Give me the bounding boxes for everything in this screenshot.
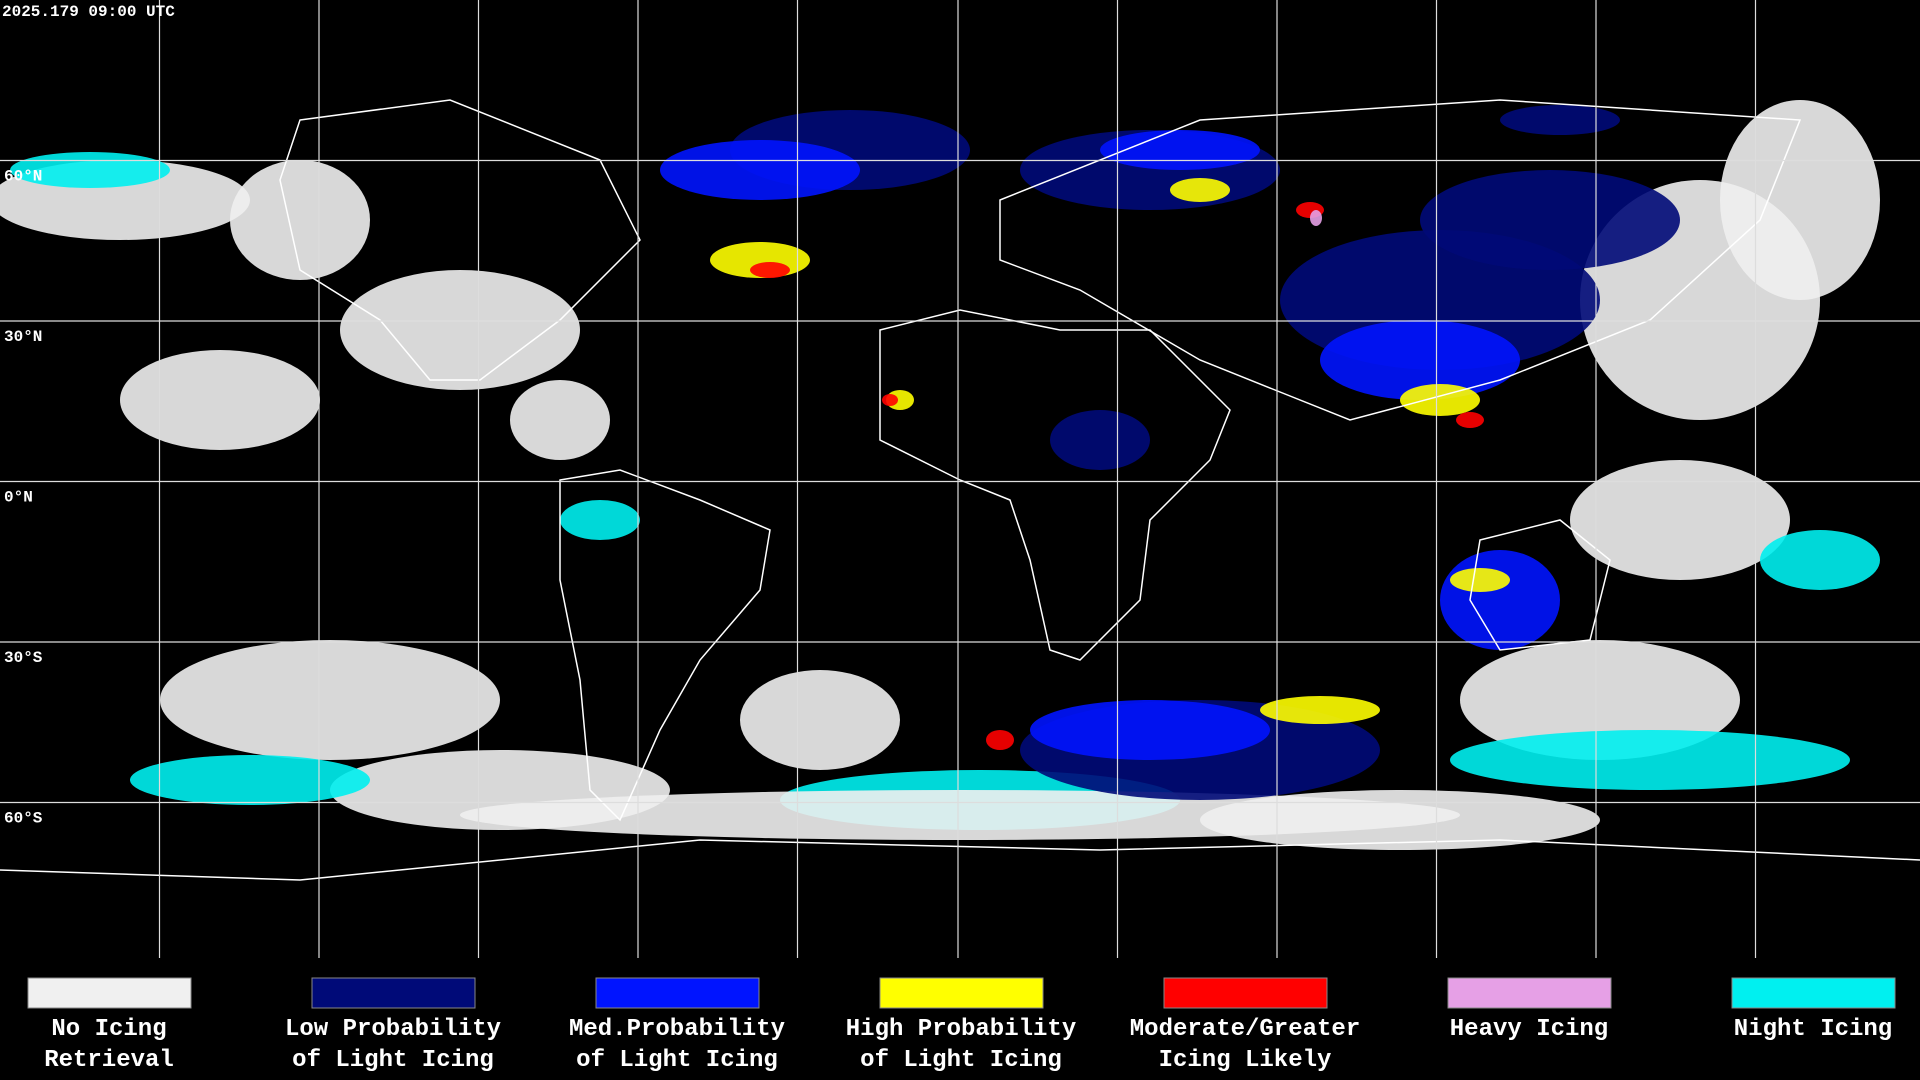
- cloud-blob: [1760, 530, 1880, 590]
- australia-outline: [1469, 519, 1611, 651]
- graticule: [0, 0, 1920, 958]
- cloud-blob: [1420, 170, 1680, 270]
- cloud-blob: [1570, 460, 1790, 580]
- cloud-blob: [740, 670, 900, 770]
- cloud-layer: [0, 100, 1880, 850]
- north-america-outline: [279, 99, 641, 381]
- legend-label: Retrieval: [44, 1047, 174, 1074]
- cloud-blob: [986, 730, 1014, 750]
- cloud-blob: [120, 350, 320, 450]
- africa-outline: [879, 309, 1231, 661]
- legend-label: of Light Icing: [292, 1047, 494, 1074]
- cloud-blob: [1320, 320, 1520, 400]
- latitude-label: 30°N: [4, 328, 42, 346]
- timestamp: 2025.179 09:00 UTC: [2, 3, 175, 21]
- legend-swatch: [595, 977, 760, 1009]
- cloud-blob: [130, 755, 370, 805]
- cloud-blob: [1450, 568, 1510, 592]
- legend-swatch: [311, 977, 476, 1009]
- legend-swatch: [27, 977, 192, 1009]
- legend-label: Moderate/Greater: [1130, 1016, 1360, 1043]
- cloud-blob: [1310, 210, 1322, 226]
- legend-label: Icing Likely: [1159, 1047, 1332, 1074]
- south-america-outline: [559, 469, 771, 822]
- latitude-label: 60°S: [4, 810, 43, 828]
- cloud-blob: [560, 500, 640, 540]
- legend-label: Med.Probability: [569, 1016, 785, 1043]
- legend-label: Night Icing: [1734, 1016, 1892, 1043]
- cloud-blob: [660, 140, 860, 200]
- cloud-blob: [1456, 412, 1484, 428]
- latitude-label: 0°N: [4, 489, 33, 507]
- coastlines: [0, 99, 1920, 881]
- cloud-blob: [1170, 178, 1230, 202]
- legend-swatch: [879, 977, 1044, 1009]
- cloud-blob: [510, 380, 610, 460]
- cloud-blob: [882, 394, 898, 406]
- cloud-blob: [1030, 700, 1270, 760]
- cloud-blob: [230, 160, 370, 280]
- eurasia-outline: [999, 99, 1802, 421]
- cloud-blob: [160, 640, 500, 760]
- cloud-blob: [1200, 790, 1600, 850]
- cloud-blob: [1460, 640, 1740, 760]
- legend-label: Low Probability: [285, 1016, 501, 1043]
- legend: No Icing Retrieval Low Probability of Light…: [27, 977, 1896, 1074]
- latitude-label: 30°S: [4, 649, 43, 667]
- cloud-blob: [1720, 100, 1880, 300]
- latitude-label: 60°N: [4, 168, 42, 186]
- cloud-blob: [750, 262, 790, 278]
- legend-swatch: [1731, 977, 1896, 1009]
- cloud-blob: [1440, 550, 1560, 650]
- cloud-blob: [1260, 696, 1380, 724]
- legend-label: High Probability: [846, 1016, 1076, 1043]
- legend-label: No Icing: [51, 1016, 166, 1043]
- cloud-blob: [1400, 384, 1480, 416]
- legend-label: of Light Icing: [576, 1047, 778, 1074]
- cloud-blob: [340, 270, 580, 390]
- cloud-blob: [1500, 105, 1620, 135]
- legend-label: of Light Icing: [860, 1047, 1062, 1074]
- antarctica-outline: [0, 839, 1920, 881]
- legend-swatch: [1447, 977, 1612, 1009]
- legend-label: Heavy Icing: [1450, 1016, 1608, 1043]
- cloud-blob: [1050, 410, 1150, 470]
- legend-swatch: [1163, 977, 1328, 1009]
- cloud-blob: [1450, 730, 1850, 790]
